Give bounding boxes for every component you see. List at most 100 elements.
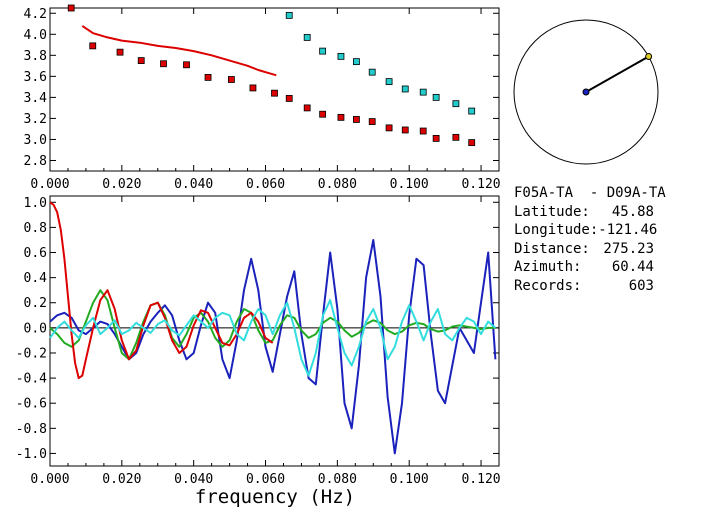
info-key: Azimuth: <box>514 259 582 276</box>
station-a-marker <box>582 88 590 96</box>
y-tick-label: -0.6 <box>16 397 47 412</box>
x-tick-label: 0.080 <box>318 472 357 487</box>
dispersion-point <box>249 84 257 92</box>
dispersion-point <box>352 58 360 66</box>
y-tick-label: 0.0 <box>24 321 47 336</box>
dispersion-point <box>319 110 327 118</box>
station-pair-title: F05A-TA - D09A-TA <box>514 185 666 201</box>
dispersion-point <box>401 85 409 93</box>
dispersion-plot: 0.000 0.020 0.040 0.060 0.080 0.100 0.120 2.8 3.… <box>24 4 501 192</box>
info-value: -121.46 <box>598 222 658 239</box>
y-tick-label: 2.8 <box>24 154 47 169</box>
info-value: 275.23 <box>603 240 654 257</box>
dispersion-point <box>401 126 409 134</box>
info-row-latitude: Latitude: 45.88 <box>514 203 700 222</box>
dispersion-point <box>303 104 311 112</box>
station-b-marker <box>645 52 653 60</box>
correlation-series-line <box>49 299 497 377</box>
y-tick-label: 3.2 <box>24 112 47 127</box>
y-tick-label: 0.8 <box>24 221 47 236</box>
correlation-plot-frame <box>49 195 500 467</box>
dispersion-point <box>419 88 427 96</box>
dispersion-point <box>432 93 440 101</box>
x-tick-label: 0.020 <box>102 177 141 192</box>
x-tick-label: 0.100 <box>390 472 429 487</box>
x-tick-label: 0.060 <box>246 177 285 192</box>
info-value: 60.44 <box>611 259 654 276</box>
x-tick-label: 0.080 <box>318 177 357 192</box>
y-tick-label: 0.4 <box>24 271 48 286</box>
info-row-records: Records: 603 <box>514 277 700 296</box>
azimuth-line <box>585 55 650 93</box>
dispersion-point <box>385 124 393 132</box>
dispersion-point <box>137 57 145 64</box>
x-tick-label: 0.000 <box>30 177 69 192</box>
correlation-plot: 0.000 0.020 0.040 0.060 0.080 0.100 0.120 1.0 0.… <box>16 195 501 508</box>
dispersion-point <box>352 116 360 123</box>
dispersion-point <box>337 113 345 121</box>
x-tick-label: 0.040 <box>174 177 213 192</box>
x-tick-label: 0.040 <box>174 472 213 487</box>
dispersion-point <box>468 139 476 147</box>
info-key: Latitude: <box>514 203 590 220</box>
dispersion-point <box>183 61 190 69</box>
dispersion-point <box>385 78 393 86</box>
azimuth-inset <box>513 19 659 165</box>
dispersion-point <box>319 47 327 55</box>
dispersion-point <box>432 134 440 142</box>
station-info-panel: F05A-TA - D09A-TA Latitude: 45.88 Longit… <box>514 184 700 296</box>
dispersion-point <box>452 100 460 108</box>
y-tick-label: 3.8 <box>24 49 47 64</box>
y-tick-label: 0.6 <box>24 246 47 261</box>
y-tick-label: 3.6 <box>24 70 47 85</box>
dispersion-series-line <box>81 25 277 77</box>
y-tick-label: -0.2 <box>16 346 47 361</box>
dispersion-point <box>204 74 212 81</box>
info-value: 603 <box>628 277 654 294</box>
dispersion-point <box>271 89 278 97</box>
dispersion-point <box>116 48 124 56</box>
dispersion-point <box>89 42 97 50</box>
correlation-axes: 0.000 0.020 0.040 0.060 0.080 0.100 0.120 1.0 0.… <box>16 196 501 487</box>
dispersion-marks <box>67 4 476 147</box>
dispersion-point <box>337 52 345 60</box>
correlation-series-line <box>49 289 496 361</box>
info-key: Records: <box>514 277 582 294</box>
dispersion-point <box>419 127 427 135</box>
x-axis-label: frequency (Hz) <box>195 486 355 508</box>
info-row-distance: Distance: 275.23 <box>514 240 700 259</box>
dispersion-point <box>368 118 376 125</box>
correlation-marks <box>49 201 497 455</box>
y-tick-label: -0.8 <box>16 422 47 437</box>
x-tick-label: 0.120 <box>461 177 500 192</box>
info-value: 45.88 <box>611 203 654 220</box>
dispersion-point <box>285 95 293 102</box>
x-tick-label: 0.020 <box>102 472 141 487</box>
dispersion-point <box>160 60 167 68</box>
x-tick-label: 0.100 <box>390 177 429 192</box>
info-row-azimuth: Azimuth: 60.44 <box>514 258 700 277</box>
dispersion-plot-frame <box>49 7 500 172</box>
inset-circle <box>513 19 659 165</box>
info-key: Distance: <box>514 240 590 257</box>
dispersion-point <box>468 107 476 115</box>
dispersion-point <box>303 34 311 41</box>
x-tick-label: 0.000 <box>30 472 69 487</box>
dispersion-point <box>368 68 376 76</box>
y-tick-label: 3.4 <box>24 91 48 106</box>
x-tick-label: 0.120 <box>461 472 500 487</box>
info-row-longitude: Longitude: -121.46 <box>514 221 700 240</box>
y-tick-label: 1.0 <box>24 196 47 211</box>
y-tick-label: 0.2 <box>24 296 47 311</box>
info-key: Longitude: <box>514 222 599 239</box>
correlation-series-line <box>49 201 274 380</box>
dispersion-point <box>285 11 293 19</box>
x-tick-label: 0.060 <box>246 472 285 487</box>
dispersion-axes: 0.000 0.020 0.040 0.060 0.080 0.100 0.120 2.8 3.… <box>24 7 501 192</box>
dispersion-point <box>67 4 75 12</box>
y-tick-label: -1.0 <box>16 447 47 462</box>
y-tick-label: 3.0 <box>24 133 47 148</box>
dispersion-point <box>452 133 460 141</box>
y-tick-label: 4.2 <box>24 7 47 22</box>
